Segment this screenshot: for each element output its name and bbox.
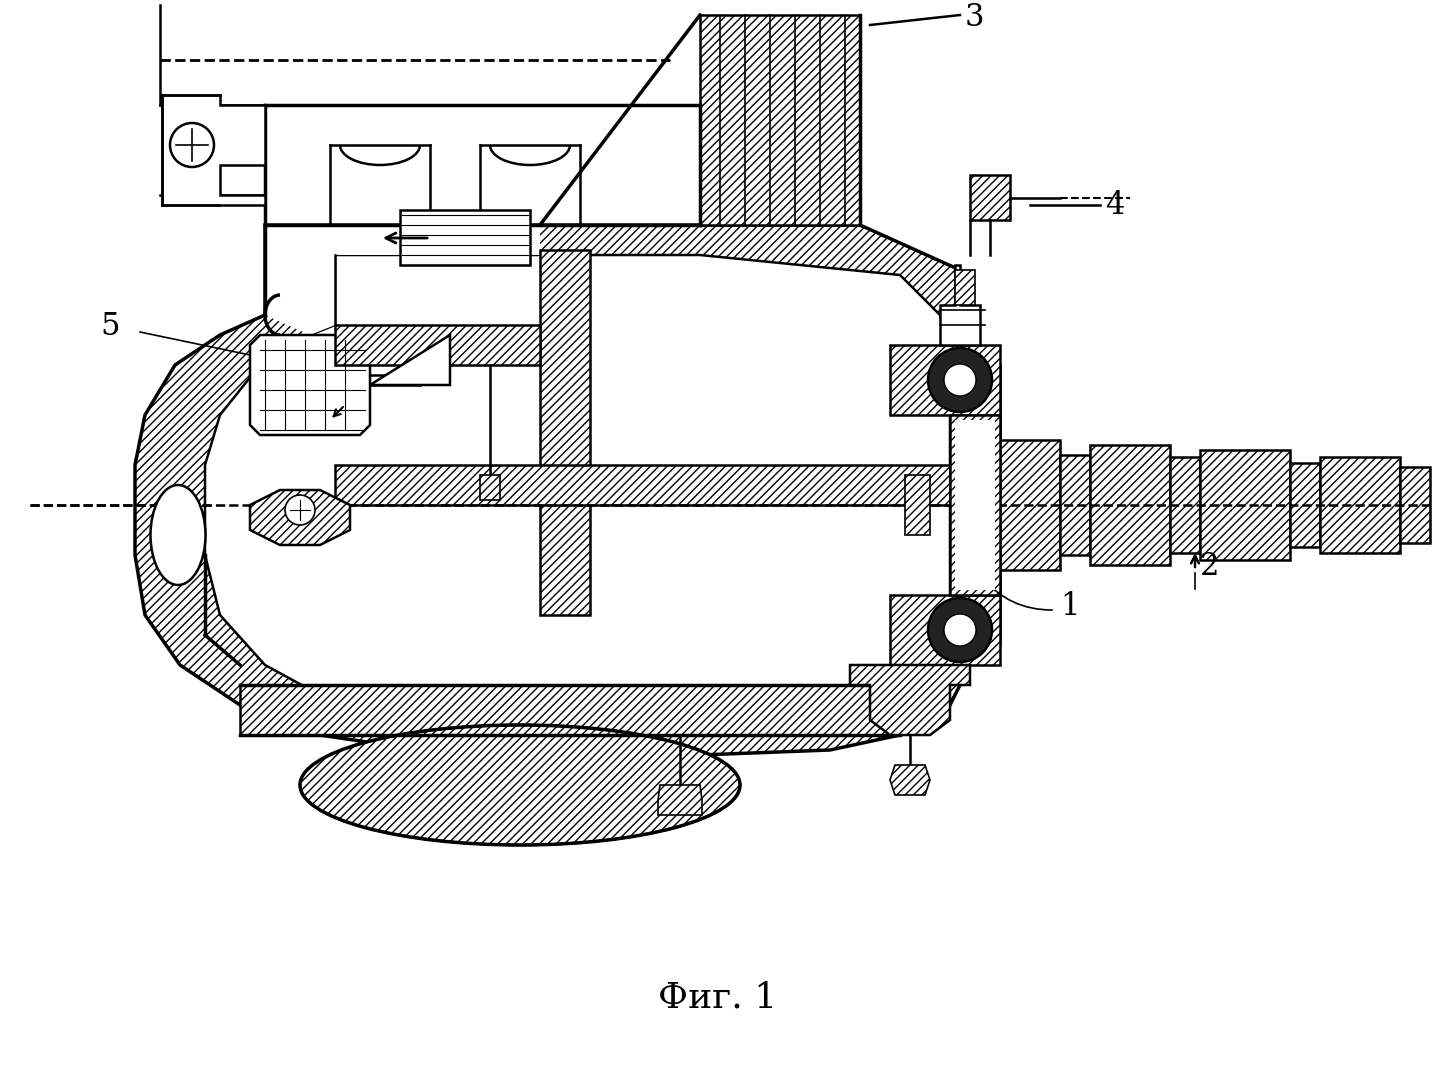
- Text: 1: 1: [1061, 591, 1079, 622]
- Polygon shape: [369, 335, 450, 386]
- Polygon shape: [956, 420, 994, 590]
- Polygon shape: [399, 210, 530, 265]
- Polygon shape: [890, 595, 1000, 665]
- Text: 5: 5: [101, 311, 119, 342]
- Polygon shape: [162, 95, 264, 204]
- Polygon shape: [890, 765, 930, 794]
- Polygon shape: [905, 475, 930, 535]
- Polygon shape: [267, 108, 697, 222]
- Polygon shape: [1091, 445, 1170, 566]
- Polygon shape: [540, 250, 591, 615]
- Polygon shape: [890, 345, 1000, 415]
- Circle shape: [170, 122, 214, 167]
- Polygon shape: [250, 335, 369, 435]
- Polygon shape: [956, 271, 974, 305]
- Text: 4: 4: [1105, 190, 1124, 220]
- Circle shape: [944, 615, 976, 646]
- Polygon shape: [1200, 450, 1290, 560]
- Polygon shape: [135, 225, 1000, 755]
- Polygon shape: [1000, 440, 1061, 570]
- FancyArrowPatch shape: [981, 577, 1052, 610]
- Ellipse shape: [151, 485, 205, 585]
- Polygon shape: [1400, 466, 1430, 543]
- Polygon shape: [335, 465, 950, 505]
- Polygon shape: [700, 15, 859, 225]
- Circle shape: [285, 495, 315, 525]
- Circle shape: [928, 599, 992, 662]
- Polygon shape: [1061, 455, 1091, 555]
- Polygon shape: [480, 475, 500, 499]
- Polygon shape: [1321, 457, 1400, 553]
- Polygon shape: [335, 325, 540, 365]
- Polygon shape: [970, 175, 1010, 220]
- Circle shape: [928, 348, 992, 412]
- Polygon shape: [240, 685, 900, 735]
- Polygon shape: [940, 265, 980, 345]
- Polygon shape: [851, 665, 970, 735]
- Polygon shape: [250, 490, 351, 545]
- Ellipse shape: [300, 725, 740, 845]
- Polygon shape: [264, 225, 540, 335]
- Polygon shape: [950, 415, 1000, 595]
- Polygon shape: [1290, 463, 1321, 547]
- Polygon shape: [950, 415, 1000, 595]
- Polygon shape: [658, 785, 703, 815]
- Polygon shape: [205, 255, 950, 720]
- Text: 3: 3: [966, 1, 984, 33]
- Circle shape: [944, 364, 976, 396]
- Text: Фиг. 1: Фиг. 1: [658, 981, 777, 1015]
- Text: 2: 2: [1200, 551, 1220, 581]
- Polygon shape: [1170, 457, 1200, 553]
